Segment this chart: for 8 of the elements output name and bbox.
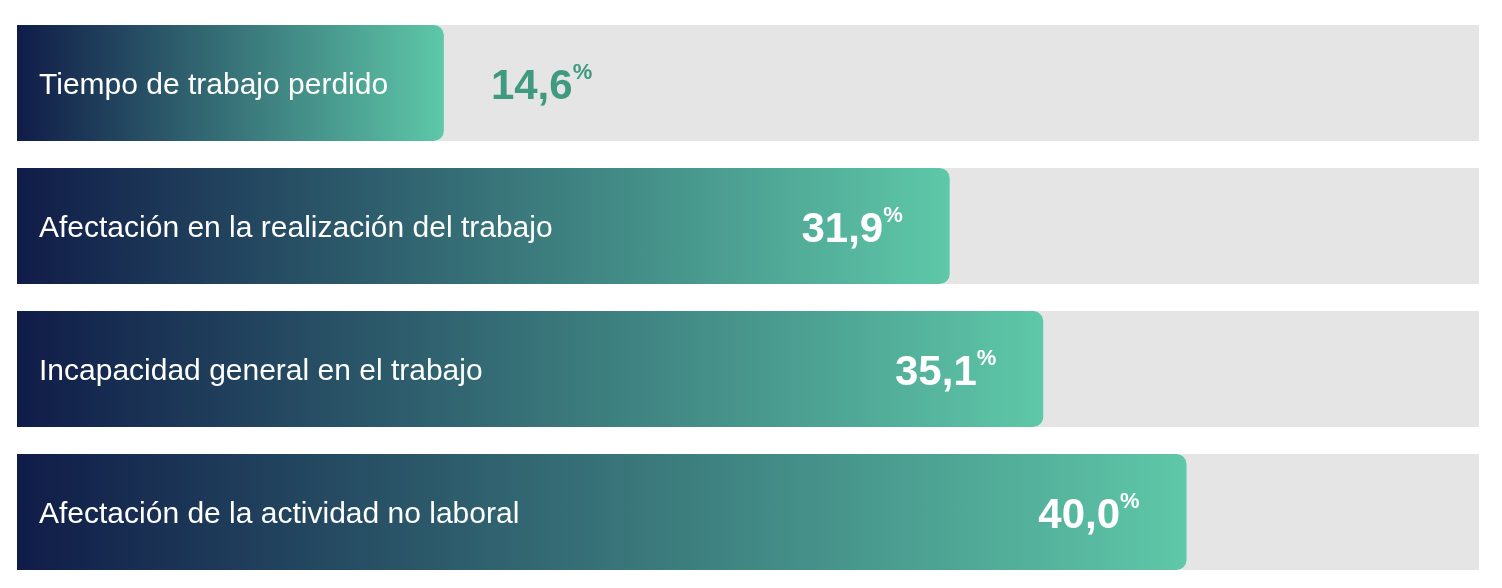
data-label: 31,9$^{%}$ [801,202,903,251]
data-label: 35,1$^{%}$ [895,345,997,394]
data-label: 40,0$^{%}$ [1038,488,1140,537]
y-tick-label: Afectación de la actividad no laboral [39,495,520,529]
data-label: 14,6$^{%}$ [490,59,593,108]
y-tick-label: Afectación en la realización del trabajo [39,209,553,243]
y-tick-label: Incapacidad general en el trabajo [39,352,483,386]
y-tick-label: Tiempo de trabajo perdido [39,66,389,100]
